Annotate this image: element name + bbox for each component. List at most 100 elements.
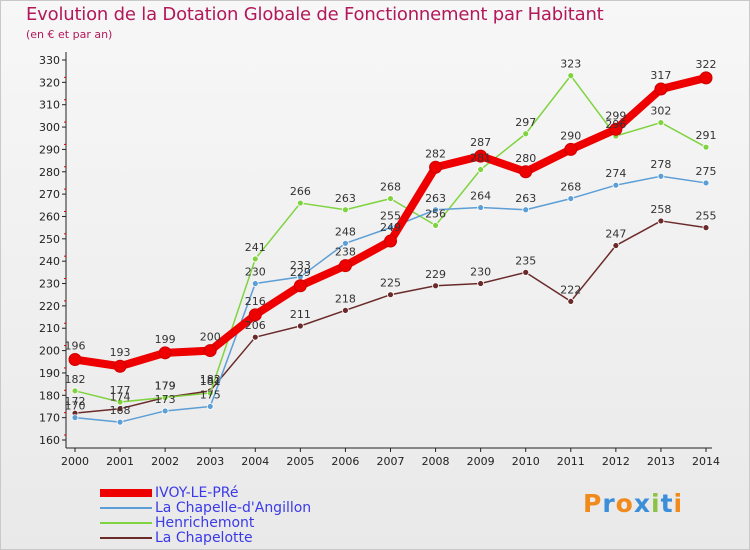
data-label-ivoy: 299	[605, 109, 626, 122]
data-label-chapelle-angillon: 175	[200, 388, 221, 401]
data-point-henrichemont	[432, 222, 439, 229]
data-label-chapelotte: 235	[515, 254, 536, 267]
data-point-chapelotte	[251, 333, 259, 341]
data-label-chapelle-angillon: 233	[290, 259, 311, 272]
data-point-henrichemont	[522, 130, 530, 138]
data-point-henrichemont	[116, 398, 124, 406]
y-tick-label: 270	[39, 188, 60, 201]
data-point-chapelotte	[342, 306, 349, 314]
y-tick-label: 250	[39, 233, 60, 246]
data-label-ivoy: 249	[380, 221, 401, 234]
data-point-ivoy	[203, 344, 217, 358]
data-label-chapelle-angillon: 264	[470, 190, 491, 203]
data-point-chapelotte	[612, 242, 620, 249]
data-point-chapelle-angillon	[161, 407, 169, 415]
data-point-henrichemont	[702, 143, 710, 151]
y-tick-label: 280	[39, 166, 60, 179]
x-tick-label: 2011	[557, 455, 585, 468]
data-point-chapelle-angillon	[387, 224, 394, 232]
x-tick-label: 2005	[286, 455, 314, 468]
data-label-chapelle-angillon: 173	[155, 393, 176, 406]
logo-letter: i	[673, 489, 684, 518]
y-tick-label: 220	[39, 300, 60, 313]
data-label-chapelotte: 172	[65, 395, 86, 408]
data-point-chapelle-angillon	[567, 195, 575, 202]
x-tick-label: 2003	[196, 455, 224, 468]
y-tick-label: 260	[39, 210, 60, 223]
data-label-henrichemont: 179	[155, 380, 176, 393]
data-label-ivoy: 193	[110, 346, 131, 359]
data-label-henrichemont: 297	[515, 116, 536, 129]
data-label-ivoy: 200	[200, 331, 221, 344]
data-label-henrichemont: 241	[245, 241, 266, 254]
data-point-henrichemont	[296, 199, 304, 207]
data-point-chapelle-angillon	[206, 403, 214, 410]
data-point-ivoy	[113, 359, 127, 373]
data-label-chapelle-angillon: 278	[650, 158, 671, 171]
data-label-henrichemont: 182	[65, 373, 86, 386]
legend-label-chapelle-angillon: La Chapelle-d'Angillon	[155, 500, 312, 516]
data-label-chapelotte: 258	[650, 203, 671, 216]
data-point-chapelle-angillon	[477, 204, 485, 211]
series-layer	[68, 71, 713, 426]
data-point-henrichemont	[251, 255, 259, 263]
logo-letter: i	[651, 489, 661, 518]
data-point-ivoy	[474, 149, 488, 163]
data-label-henrichemont: 256	[425, 207, 446, 220]
data-label-henrichemont: 268	[380, 181, 401, 194]
data-label-chapelle-angillon: 268	[560, 181, 581, 194]
data-point-chapelotte	[657, 217, 665, 225]
data-label-henrichemont: 177	[110, 384, 131, 397]
data-point-chapelotte	[477, 280, 485, 287]
data-point-chapelle-angillon	[657, 172, 665, 180]
data-label-chapelotte: 225	[380, 277, 401, 290]
data-label-chapelle-angillon: 263	[425, 192, 446, 205]
data-point-henrichemont	[477, 166, 485, 173]
data-label-chapelotte: 211	[290, 308, 311, 321]
data-label-henrichemont: 323	[560, 58, 581, 71]
data-label-henrichemont: 266	[290, 185, 311, 198]
data-point-ivoy	[384, 234, 397, 248]
data-label-chapelotte: 182	[200, 373, 221, 386]
logo-letter: r	[602, 489, 616, 518]
x-tick-label: 2013	[647, 455, 675, 468]
y-tick-label: 200	[39, 345, 60, 358]
data-point-henrichemont	[71, 387, 79, 395]
legend-swatch-chapelotte	[100, 537, 152, 539]
data-label-henrichemont: 281	[470, 152, 491, 165]
data-label-chapelle-angillon: 230	[245, 266, 266, 279]
data-point-chapelle-angillon	[116, 418, 124, 426]
data-point-ivoy	[338, 259, 352, 273]
data-label-chapelotte: 174	[110, 391, 131, 404]
logo-letter: t	[660, 489, 674, 518]
data-point-chapelotte	[387, 291, 394, 299]
y-tick-label: 320	[39, 76, 60, 89]
data-label-chapelle-angillon: 168	[110, 404, 131, 417]
data-label-henrichemont: 302	[650, 105, 671, 118]
data-label-ivoy: 196	[65, 340, 86, 353]
data-point-chapelle-angillon	[251, 280, 259, 287]
data-label-ivoy: 238	[335, 246, 356, 259]
proxiti-logo: Proxiti	[583, 489, 683, 518]
data-label-henrichemont: 181	[200, 375, 221, 388]
legend-label-ivoy: IVOY-LE-PRé	[155, 485, 239, 501]
data-label-chapelotte: 179	[155, 380, 176, 393]
y-tick-label: 190	[39, 367, 60, 380]
data-point-ivoy	[564, 142, 578, 156]
data-point-ivoy	[429, 160, 443, 174]
data-point-chapelle-angillon	[522, 206, 530, 214]
x-tick-label: 2012	[602, 455, 630, 468]
data-label-chapelotte: 255	[696, 210, 717, 223]
data-point-henrichemont	[206, 389, 214, 397]
x-tick-label: 2014	[692, 455, 720, 468]
logo-letter: P	[583, 489, 603, 518]
data-label-ivoy: 317	[650, 69, 671, 82]
data-label-chapelle-angillon: 170	[65, 400, 86, 413]
data-point-ivoy	[699, 71, 713, 85]
data-point-henrichemont	[567, 72, 575, 80]
data-point-chapelotte	[702, 224, 710, 232]
data-point-ivoy	[293, 279, 307, 293]
y-tick-label: 290	[39, 143, 60, 156]
x-tick-label: 2010	[512, 455, 540, 468]
